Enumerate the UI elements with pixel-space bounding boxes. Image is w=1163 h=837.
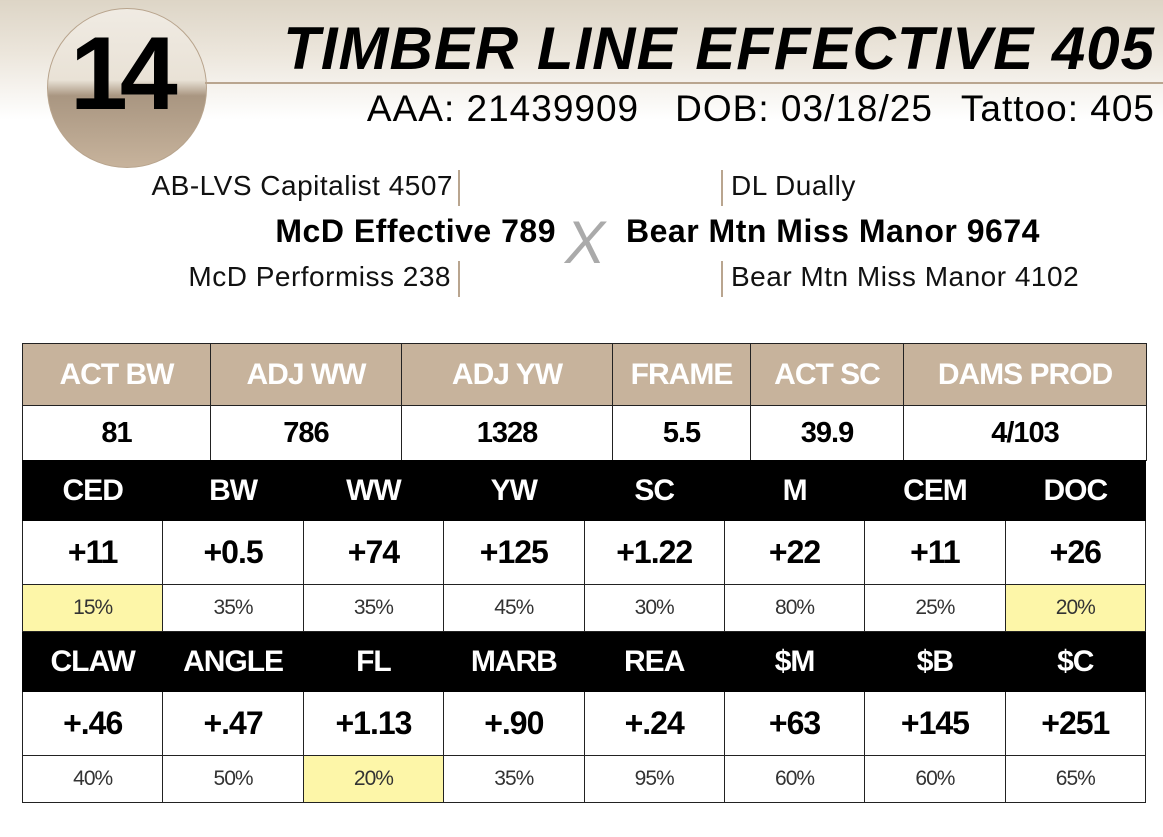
perf-value: 5.5 [612, 405, 751, 461]
epd-header: $C [1004, 631, 1147, 692]
performance-table: ACT BW ADJ WW ADJ YW FRAME ACT SC DAMS PROD 8… [22, 343, 1147, 461]
lot-number: 14 [70, 16, 178, 132]
epd-header: M [723, 460, 866, 521]
divider [458, 170, 460, 206]
epd-value: +0.5 [162, 520, 304, 585]
dob: DOB: 03/18/25 [675, 88, 933, 129]
epd-value: +125 [443, 520, 585, 585]
epd-percentile: 30% [583, 584, 725, 632]
perf-header: DAMS PROD [903, 343, 1147, 406]
epd-header: SC [583, 460, 725, 521]
perf-value: 4/103 [903, 405, 1147, 461]
divider [721, 170, 723, 206]
dam-sire: DL Dually [731, 170, 856, 201]
epd-header: YW [443, 460, 585, 521]
perf-header: ACT BW [22, 343, 211, 406]
epd-header: BW [162, 460, 304, 521]
epd-percentile: 60% [864, 755, 1006, 803]
epd-percentile: 50% [162, 755, 304, 803]
epd-header: FL [302, 631, 445, 692]
epd-value: +11 [21, 520, 164, 585]
epd-value: +.47 [162, 691, 304, 756]
epd-percentile: 80% [723, 584, 866, 632]
epd-percentile: 15% [21, 584, 164, 632]
epd-percentile: 35% [443, 755, 585, 803]
epd-percentile: 45% [443, 584, 585, 632]
epd-percentile: 95% [583, 755, 725, 803]
tattoo: Tattoo: 405 [960, 88, 1155, 129]
epd-percentile: 40% [21, 755, 164, 803]
divider [205, 82, 1163, 84]
perf-header: ADJ WW [210, 343, 402, 406]
sire: McD Effective 789 [275, 213, 556, 249]
epd-percentile: 25% [864, 584, 1006, 632]
animal-name: TIMBER LINE EFFECTIVE 405 [283, 15, 1155, 82]
epd-header: WW [302, 460, 445, 521]
epd-percentile: 60% [723, 755, 866, 803]
epd-value: +145 [864, 691, 1006, 756]
sire-sire: AB-LVS Capitalist 4507 [151, 170, 453, 201]
epd-value: +63 [723, 691, 866, 756]
epd-header: REA [583, 631, 725, 692]
aaa-number: AAA: 21439909 [366, 88, 640, 129]
epd-value: +.90 [443, 691, 585, 756]
perf-header: ACT SC [750, 343, 904, 406]
divider [458, 261, 460, 297]
lot-photo [47, 8, 207, 168]
animal-ids: AAA: 21439909 DOB: 03/18/25 Tattoo: 405 [331, 88, 1155, 130]
epd-value: +.24 [583, 691, 725, 756]
sire-dam: McD Performiss 238 [188, 261, 451, 292]
perf-value: 39.9 [750, 405, 904, 461]
perf-value: 81 [22, 405, 211, 461]
epd-percentile: 65% [1004, 755, 1147, 803]
epd-header: DOC [1004, 460, 1147, 521]
perf-header: ADJ YW [401, 343, 613, 406]
epd-header: ANGLE [162, 631, 304, 692]
perf-value: 1328 [401, 405, 613, 461]
epd-value: +1.22 [583, 520, 725, 585]
epd-header: $M [723, 631, 866, 692]
epd-value: +.46 [21, 691, 164, 756]
epd-value: +22 [723, 520, 866, 585]
epd-table: CED BW WW YW SC M CEM DOC +11 +0.5 +74 +125 +1.22 +22… [21, 460, 1147, 803]
epd-header: CLAW [21, 631, 164, 692]
perf-value: 786 [210, 405, 402, 461]
epd-percentile: 20% [302, 755, 445, 803]
cross-mark: X [565, 209, 606, 276]
epd-value: +11 [864, 520, 1006, 585]
epd-value: +74 [302, 520, 445, 585]
epd-percentile: 35% [162, 584, 304, 632]
epd-value: +251 [1004, 691, 1147, 756]
epd-percentile: 35% [302, 584, 445, 632]
epd-value: +26 [1004, 520, 1147, 585]
epd-header: $B [864, 631, 1006, 692]
epd-header: CED [21, 460, 164, 521]
dam-dam: Bear Mtn Miss Manor 4102 [731, 261, 1080, 292]
divider [721, 261, 723, 297]
epd-value: +1.13 [302, 691, 445, 756]
dam: Bear Mtn Miss Manor 9674 [626, 213, 1040, 249]
perf-header: FRAME [612, 343, 751, 406]
epd-percentile: 20% [1004, 584, 1147, 632]
epd-header: CEM [864, 460, 1006, 521]
epd-header: MARB [443, 631, 585, 692]
